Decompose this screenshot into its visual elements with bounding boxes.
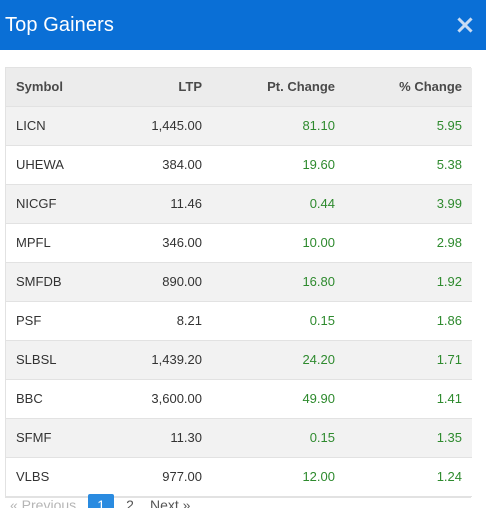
cell-pt-change: 16.80 xyxy=(212,262,345,302)
close-button[interactable] xyxy=(450,10,480,40)
previous-page-link[interactable]: « Previous xyxy=(10,497,77,508)
column-header-pct-change[interactable]: % Change xyxy=(345,68,472,107)
page-link-2[interactable]: 2 xyxy=(126,497,134,508)
cell-pt-change: 81.10 xyxy=(212,106,345,146)
cell-pct-change: 1.92 xyxy=(345,262,472,302)
cell-pct-change: 5.95 xyxy=(345,106,472,146)
table-body: LICN 1,445.00 81.10 5.95 UHEWA 384.00 19.60 5.3… xyxy=(6,106,472,497)
cell-ltp: 346.00 xyxy=(106,223,212,263)
modal-title: Top Gainers xyxy=(5,13,114,36)
cell-pct-change: 1.35 xyxy=(345,418,472,458)
close-icon xyxy=(457,17,473,33)
table-row[interactable]: SLBSL 1,439.20 24.20 1.71 xyxy=(6,340,472,380)
cell-symbol: VLBS xyxy=(6,457,106,497)
cell-pt-change: 0.15 xyxy=(212,418,345,458)
cell-ltp: 11.30 xyxy=(106,418,212,458)
modal-header: Top Gainers xyxy=(0,0,486,50)
table-header-row: Symbol LTP Pt. Change % Change xyxy=(6,68,472,107)
table-row[interactable]: UHEWA 384.00 19.60 5.38 xyxy=(6,145,472,185)
table-row[interactable]: VLBS 977.00 12.00 1.24 xyxy=(6,457,472,497)
table-row[interactable]: MPFL 346.00 10.00 2.98 xyxy=(6,223,472,263)
gainers-table: Symbol LTP Pt. Change % Change LICN 1,445… xyxy=(6,68,472,497)
cell-pct-change: 3.99 xyxy=(345,184,472,224)
cell-ltp: 384.00 xyxy=(106,145,212,185)
table-row[interactable]: LICN 1,445.00 81.10 5.95 xyxy=(6,106,472,146)
cell-symbol: MPFL xyxy=(6,223,106,263)
pagination: « Previous 1 2 Next » xyxy=(10,494,206,508)
cell-pct-change: 2.98 xyxy=(345,223,472,263)
column-header-ltp[interactable]: LTP xyxy=(106,68,212,107)
cell-pt-change: 0.44 xyxy=(212,184,345,224)
page-link-1[interactable]: 1 xyxy=(88,494,115,508)
cell-pt-change: 24.20 xyxy=(212,340,345,380)
cell-ltp: 11.46 xyxy=(106,184,212,224)
cell-pct-change: 1.86 xyxy=(345,301,472,341)
cell-ltp: 890.00 xyxy=(106,262,212,302)
table-row[interactable]: NICGF 11.46 0.44 3.99 xyxy=(6,184,472,224)
table-row[interactable]: SMFDB 890.00 16.80 1.92 xyxy=(6,262,472,302)
next-page-link[interactable]: Next » xyxy=(149,497,191,508)
cell-ltp: 8.21 xyxy=(106,301,212,341)
cell-symbol: BBC xyxy=(6,379,106,419)
cell-pct-change: 1.24 xyxy=(345,457,472,497)
cell-pt-change: 10.00 xyxy=(212,223,345,263)
cell-symbol: SFMF xyxy=(6,418,106,458)
cell-pt-change: 19.60 xyxy=(212,145,345,185)
cell-symbol: PSF xyxy=(6,301,106,341)
cell-symbol: NICGF xyxy=(6,184,106,224)
cell-pct-change: 1.41 xyxy=(345,379,472,419)
gainers-table-container: Symbol LTP Pt. Change % Change LICN 1,445… xyxy=(5,67,472,498)
cell-pt-change: 12.00 xyxy=(212,457,345,497)
cell-ltp: 1,445.00 xyxy=(106,106,212,146)
cell-pt-change: 49.90 xyxy=(212,379,345,419)
cell-symbol: UHEWA xyxy=(6,145,106,185)
table-row[interactable]: BBC 3,600.00 49.90 1.41 xyxy=(6,379,472,419)
cell-ltp: 1,439.20 xyxy=(106,340,212,380)
column-header-pt-change[interactable]: Pt. Change xyxy=(212,68,345,107)
cell-symbol: LICN xyxy=(6,106,106,146)
cell-symbol: SMFDB xyxy=(6,262,106,302)
cell-pct-change: 5.38 xyxy=(345,145,472,185)
cell-ltp: 3,600.00 xyxy=(106,379,212,419)
cell-symbol: SLBSL xyxy=(6,340,106,380)
table-row[interactable]: PSF 8.21 0.15 1.86 xyxy=(6,301,472,341)
cell-pt-change: 0.15 xyxy=(212,301,345,341)
cell-pct-change: 1.71 xyxy=(345,340,472,380)
column-header-symbol[interactable]: Symbol xyxy=(6,68,106,107)
cell-ltp: 977.00 xyxy=(106,457,212,497)
table-row[interactable]: SFMF 11.30 0.15 1.35 xyxy=(6,418,472,458)
